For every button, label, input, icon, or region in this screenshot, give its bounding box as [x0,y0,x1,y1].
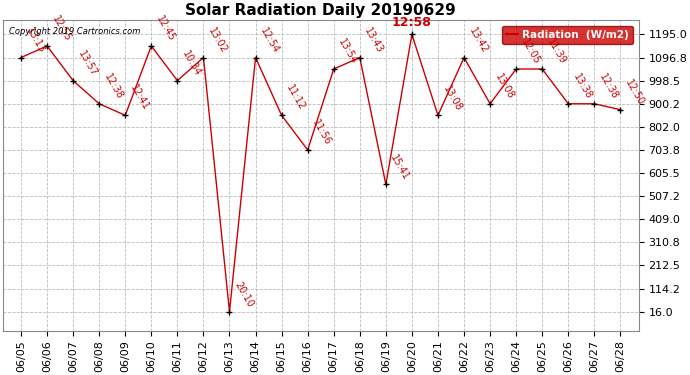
Text: 11:39: 11:39 [545,37,567,66]
Text: 13:38: 13:38 [571,72,593,101]
Text: 12:38: 12:38 [597,72,620,101]
Title: Solar Radiation Daily 20190629: Solar Radiation Daily 20190629 [186,3,456,18]
Text: 12:50: 12:50 [623,78,646,107]
Text: 12:45: 12:45 [154,14,177,43]
Text: Copyright 2019 Cartronics.com: Copyright 2019 Cartronics.com [9,27,141,36]
Text: 12:05: 12:05 [519,37,542,66]
Text: 13:13: 13:13 [23,26,46,55]
Text: 15:41: 15:41 [388,153,411,182]
Text: 13:02: 13:02 [206,26,229,55]
Text: 13:42: 13:42 [467,26,489,55]
Text: 12:55: 12:55 [50,14,72,43]
Text: 12:58: 12:58 [392,16,432,29]
Text: 11:56: 11:56 [310,118,333,147]
Text: 11:12: 11:12 [284,83,307,112]
Text: 13:08: 13:08 [441,84,463,112]
Text: 12:38: 12:38 [102,72,125,101]
Text: 12:54: 12:54 [258,26,281,55]
Text: 12:41: 12:41 [128,83,150,112]
Text: 10:34: 10:34 [180,49,203,78]
Text: 20:10: 20:10 [233,280,255,309]
Text: 13:08: 13:08 [493,72,515,101]
Text: 13:57: 13:57 [76,49,99,78]
Legend: Radiation  (W/m2): Radiation (W/m2) [502,26,633,44]
Text: 13:43: 13:43 [362,26,385,55]
Text: 13:54: 13:54 [337,37,359,66]
